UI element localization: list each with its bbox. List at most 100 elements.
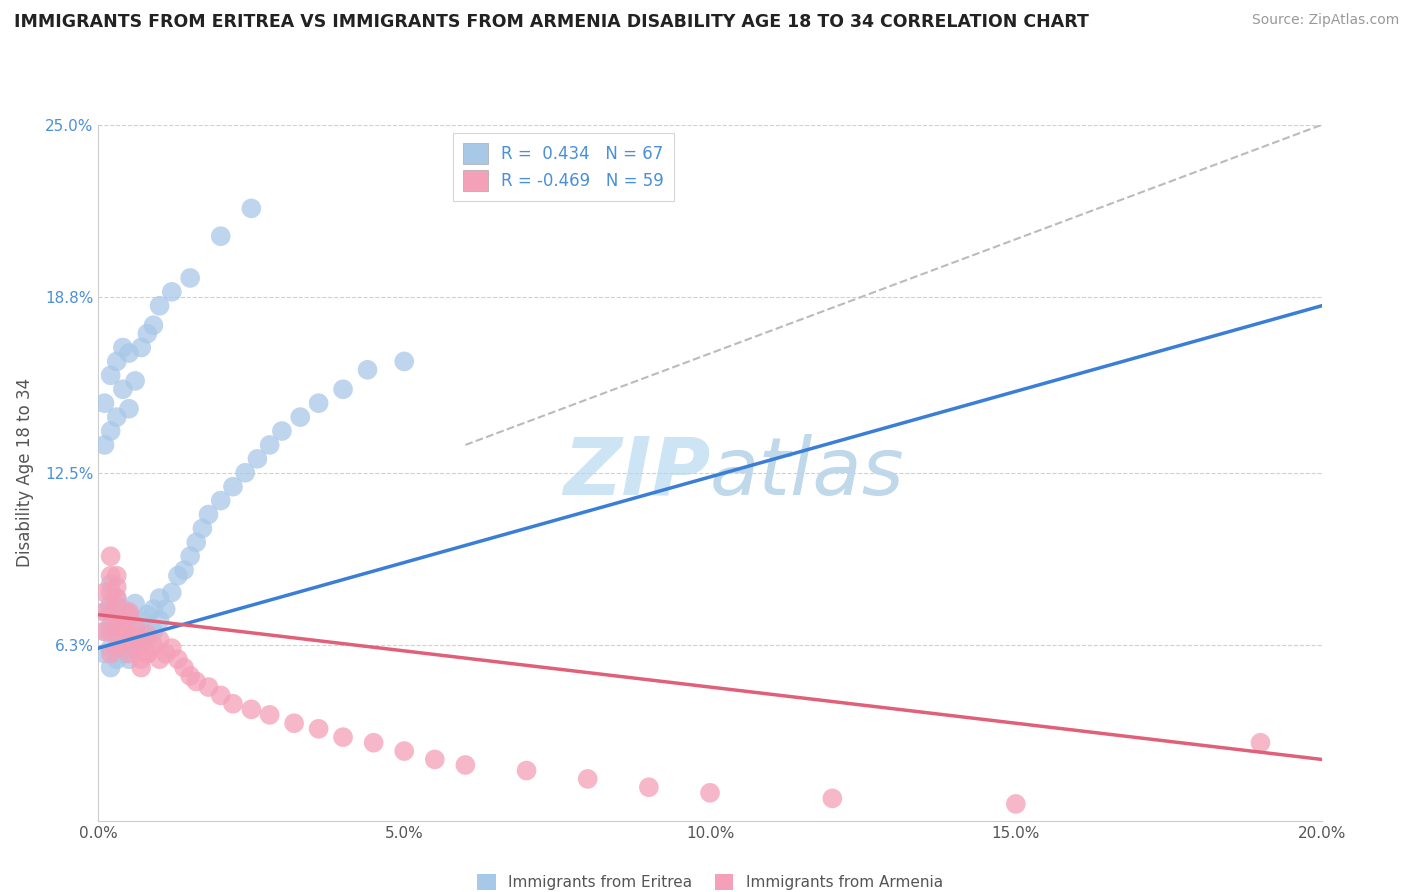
Point	[149, 299, 172, 313]
Point	[290, 410, 312, 425]
Point	[105, 652, 128, 666]
Point	[283, 716, 305, 731]
Point	[124, 641, 146, 656]
Point	[233, 466, 256, 480]
Point	[160, 585, 183, 599]
Legend: Immigrants from Eritrea, Immigrants from Armenia: Immigrants from Eritrea, Immigrants from…	[471, 868, 949, 892]
Point	[142, 602, 165, 616]
Point	[93, 605, 115, 619]
Point	[179, 669, 201, 683]
Point	[105, 568, 128, 582]
Point	[111, 382, 134, 396]
Point	[124, 632, 146, 647]
Point	[124, 619, 146, 633]
Point	[105, 641, 128, 656]
Point	[142, 624, 165, 639]
Point	[105, 619, 128, 633]
Point	[100, 577, 122, 591]
Point	[259, 707, 281, 722]
Text: ZIP: ZIP	[562, 434, 710, 512]
Point	[111, 602, 134, 616]
Point	[118, 652, 141, 666]
Point	[259, 438, 281, 452]
Point	[332, 382, 354, 396]
Point	[516, 764, 538, 778]
Point	[142, 318, 165, 333]
Point	[93, 438, 115, 452]
Point	[423, 752, 446, 766]
Point	[93, 605, 115, 619]
Point	[1004, 797, 1026, 811]
Point	[197, 508, 219, 522]
Point	[124, 619, 146, 633]
Point	[93, 647, 115, 661]
Point	[240, 202, 263, 216]
Point	[136, 326, 159, 341]
Point	[270, 424, 292, 438]
Point	[197, 680, 219, 694]
Point	[332, 730, 354, 744]
Point	[105, 580, 128, 594]
Point	[149, 632, 172, 647]
Point	[93, 624, 115, 639]
Point	[100, 424, 122, 438]
Point	[129, 613, 152, 627]
Point	[100, 549, 122, 564]
Point	[173, 660, 195, 674]
Point	[129, 660, 152, 674]
Point	[118, 627, 141, 641]
Text: Source: ZipAtlas.com: Source: ZipAtlas.com	[1251, 13, 1399, 28]
Point	[93, 585, 115, 599]
Point	[222, 697, 245, 711]
Point	[392, 744, 416, 758]
Point	[111, 613, 134, 627]
Point	[179, 549, 201, 564]
Point	[93, 396, 115, 410]
Point	[209, 689, 232, 703]
Point	[308, 722, 330, 736]
Point	[186, 535, 208, 549]
Point	[100, 619, 122, 633]
Point	[136, 630, 159, 644]
Point	[167, 652, 190, 666]
Point	[149, 591, 172, 605]
Point	[111, 341, 134, 355]
Point	[105, 632, 128, 647]
Point	[105, 354, 128, 368]
Point	[105, 591, 128, 605]
Point	[124, 641, 146, 656]
Point	[105, 610, 128, 624]
Point	[100, 660, 122, 674]
Point	[105, 410, 128, 425]
Point	[155, 602, 177, 616]
Point	[118, 607, 141, 622]
Point	[160, 285, 183, 299]
Point	[129, 632, 152, 647]
Point	[118, 605, 141, 619]
Point	[173, 563, 195, 577]
Y-axis label: Disability Age 18 to 34: Disability Age 18 to 34	[15, 378, 34, 567]
Point	[363, 736, 385, 750]
Point	[356, 363, 378, 377]
Point	[118, 607, 141, 622]
Point	[160, 641, 183, 656]
Point	[100, 597, 122, 611]
Point	[149, 652, 172, 666]
Point	[186, 674, 208, 689]
Point	[100, 368, 122, 383]
Point	[100, 585, 122, 599]
Point	[118, 346, 141, 360]
Text: IMMIGRANTS FROM ERITREA VS IMMIGRANTS FROM ARMENIA DISABILITY AGE 18 TO 34 CORRE: IMMIGRANTS FROM ERITREA VS IMMIGRANTS FR…	[14, 13, 1088, 31]
Point	[111, 632, 134, 647]
Point	[136, 607, 159, 622]
Point	[124, 597, 146, 611]
Point	[637, 780, 661, 795]
Point	[136, 647, 159, 661]
Point	[100, 641, 122, 656]
Point	[191, 521, 214, 535]
Point	[155, 647, 177, 661]
Point	[129, 652, 152, 666]
Point	[118, 401, 141, 416]
Point	[209, 229, 232, 244]
Point	[699, 786, 721, 800]
